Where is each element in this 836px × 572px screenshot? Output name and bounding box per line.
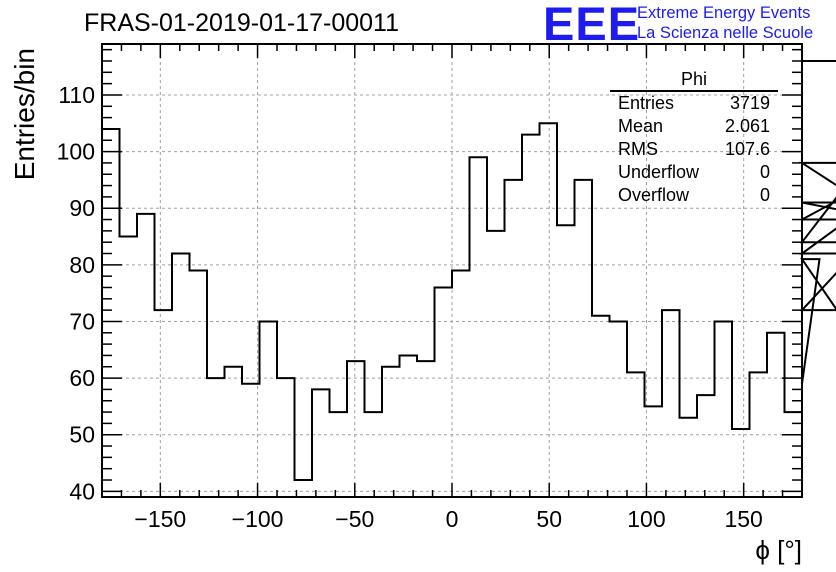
x-tick-label: 0 [446, 506, 459, 532]
y-tick-label: 80 [69, 252, 95, 278]
stats-value: 0 [759, 162, 770, 182]
stats-label: Mean [618, 116, 664, 136]
stats-value: 0 [759, 185, 770, 205]
x-tick-label: −100 [232, 506, 284, 532]
y-tick-label: 60 [69, 365, 95, 391]
x-tick-label: −50 [335, 506, 374, 532]
y-tick-label: 70 [69, 308, 95, 334]
stats-label: Underflow [618, 162, 700, 182]
y-tick-label: 100 [57, 139, 95, 165]
stats-value: 107.6 [724, 139, 770, 159]
x-tick-label: 100 [627, 506, 665, 532]
stats-label: RMS [618, 139, 658, 159]
stats-divider [610, 90, 778, 92]
statistics-box: Phi Entries 3719 Mean 2.061 RMS 107.6 Un… [610, 68, 778, 208]
stats-row-overflow: Overflow 0 [618, 184, 770, 207]
eee-logo: EEE [543, 0, 641, 50]
stats-label: Overflow [618, 185, 690, 205]
y-tick-label: 50 [69, 422, 95, 448]
stats-value: 2.061 [724, 116, 770, 136]
stats-value: 3719 [729, 93, 770, 113]
y-tick-label: 40 [69, 478, 95, 504]
stats-row-underflow: Underflow 0 [618, 161, 770, 184]
x-tick-label: 50 [536, 506, 562, 532]
y-axis-label: Entries/bin [9, 48, 40, 180]
x-tick-label: −150 [134, 506, 186, 532]
logo-caption-line2: La Scienza nelle Scuole [637, 24, 814, 42]
y-tick-label: 90 [69, 195, 95, 221]
x-tick-label: 150 [724, 506, 762, 532]
stats-label: Entries [618, 93, 675, 113]
stats-row-mean: Mean 2.061 [618, 115, 770, 138]
axis-ticks [102, 44, 802, 497]
stats-row-entries: Entries 3719 [618, 92, 770, 115]
stats-row-rms: RMS 107.6 [618, 138, 770, 161]
logo-caption-line1: Extreme Energy Events [637, 4, 811, 22]
stats-title: Phi [680, 69, 707, 89]
chart-title: FRAS-01-2019-01-17-00011 [84, 9, 400, 37]
tick-labels: −150 −100 −50 0 50 100 150 40 50 60 70 80 90 100 110 [57, 82, 763, 532]
y-tick-label: 110 [58, 82, 95, 108]
x-axis-label: ϕ [°] [755, 535, 802, 565]
histogram-series-line [101, 59, 836, 497]
logo-caption: Extreme Energy Events La Scienza nelle S… [637, 3, 813, 43]
